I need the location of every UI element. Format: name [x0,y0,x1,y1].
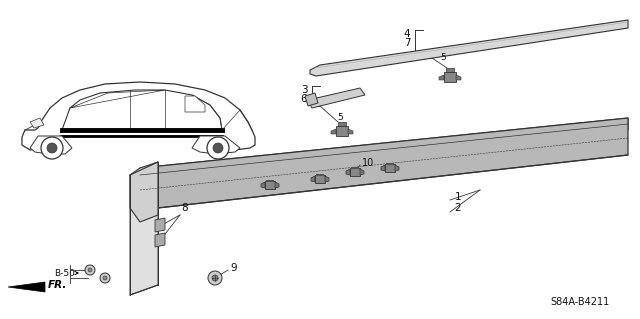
Polygon shape [446,68,454,72]
Polygon shape [22,82,255,150]
Polygon shape [336,126,348,136]
Circle shape [212,275,218,281]
Circle shape [207,137,229,159]
Text: 8: 8 [182,203,188,213]
Polygon shape [444,72,456,82]
Polygon shape [8,282,45,292]
Polygon shape [185,96,205,112]
Polygon shape [338,122,346,126]
Polygon shape [346,169,350,175]
Polygon shape [140,118,628,182]
Polygon shape [261,182,265,188]
Circle shape [103,276,107,280]
Text: 4: 4 [404,29,410,39]
Circle shape [100,273,110,283]
Circle shape [47,143,57,153]
Polygon shape [155,233,165,247]
Text: 7: 7 [404,38,410,48]
Polygon shape [30,136,72,154]
Polygon shape [350,168,360,176]
Polygon shape [360,169,364,175]
Circle shape [208,271,222,285]
Polygon shape [30,118,44,128]
Polygon shape [331,129,336,134]
Text: S84A-B4211: S84A-B4211 [550,297,610,307]
Polygon shape [325,176,329,182]
Polygon shape [395,165,399,171]
Text: 9: 9 [230,263,237,273]
Text: 5: 5 [337,114,343,122]
Text: 10: 10 [362,158,374,168]
Polygon shape [305,93,318,106]
Text: B-50: B-50 [54,269,75,278]
Polygon shape [130,162,158,295]
Text: 6: 6 [301,94,307,104]
Circle shape [41,137,63,159]
Polygon shape [348,129,353,134]
Polygon shape [130,162,158,222]
Text: 3: 3 [301,85,307,95]
Text: 2: 2 [454,203,461,213]
Polygon shape [192,136,240,154]
Circle shape [213,143,223,153]
Polygon shape [155,218,165,232]
Polygon shape [439,75,444,80]
Polygon shape [456,75,461,80]
Polygon shape [310,20,628,76]
Circle shape [85,265,95,275]
Polygon shape [315,175,325,183]
Text: 1: 1 [454,192,461,202]
Polygon shape [308,88,365,108]
Circle shape [88,268,92,272]
Polygon shape [311,176,315,182]
Polygon shape [275,182,279,188]
Polygon shape [385,164,395,172]
Polygon shape [140,118,628,210]
Text: 5: 5 [440,54,446,63]
Text: FR.: FR. [48,280,67,290]
Polygon shape [265,181,275,189]
Polygon shape [381,165,385,171]
